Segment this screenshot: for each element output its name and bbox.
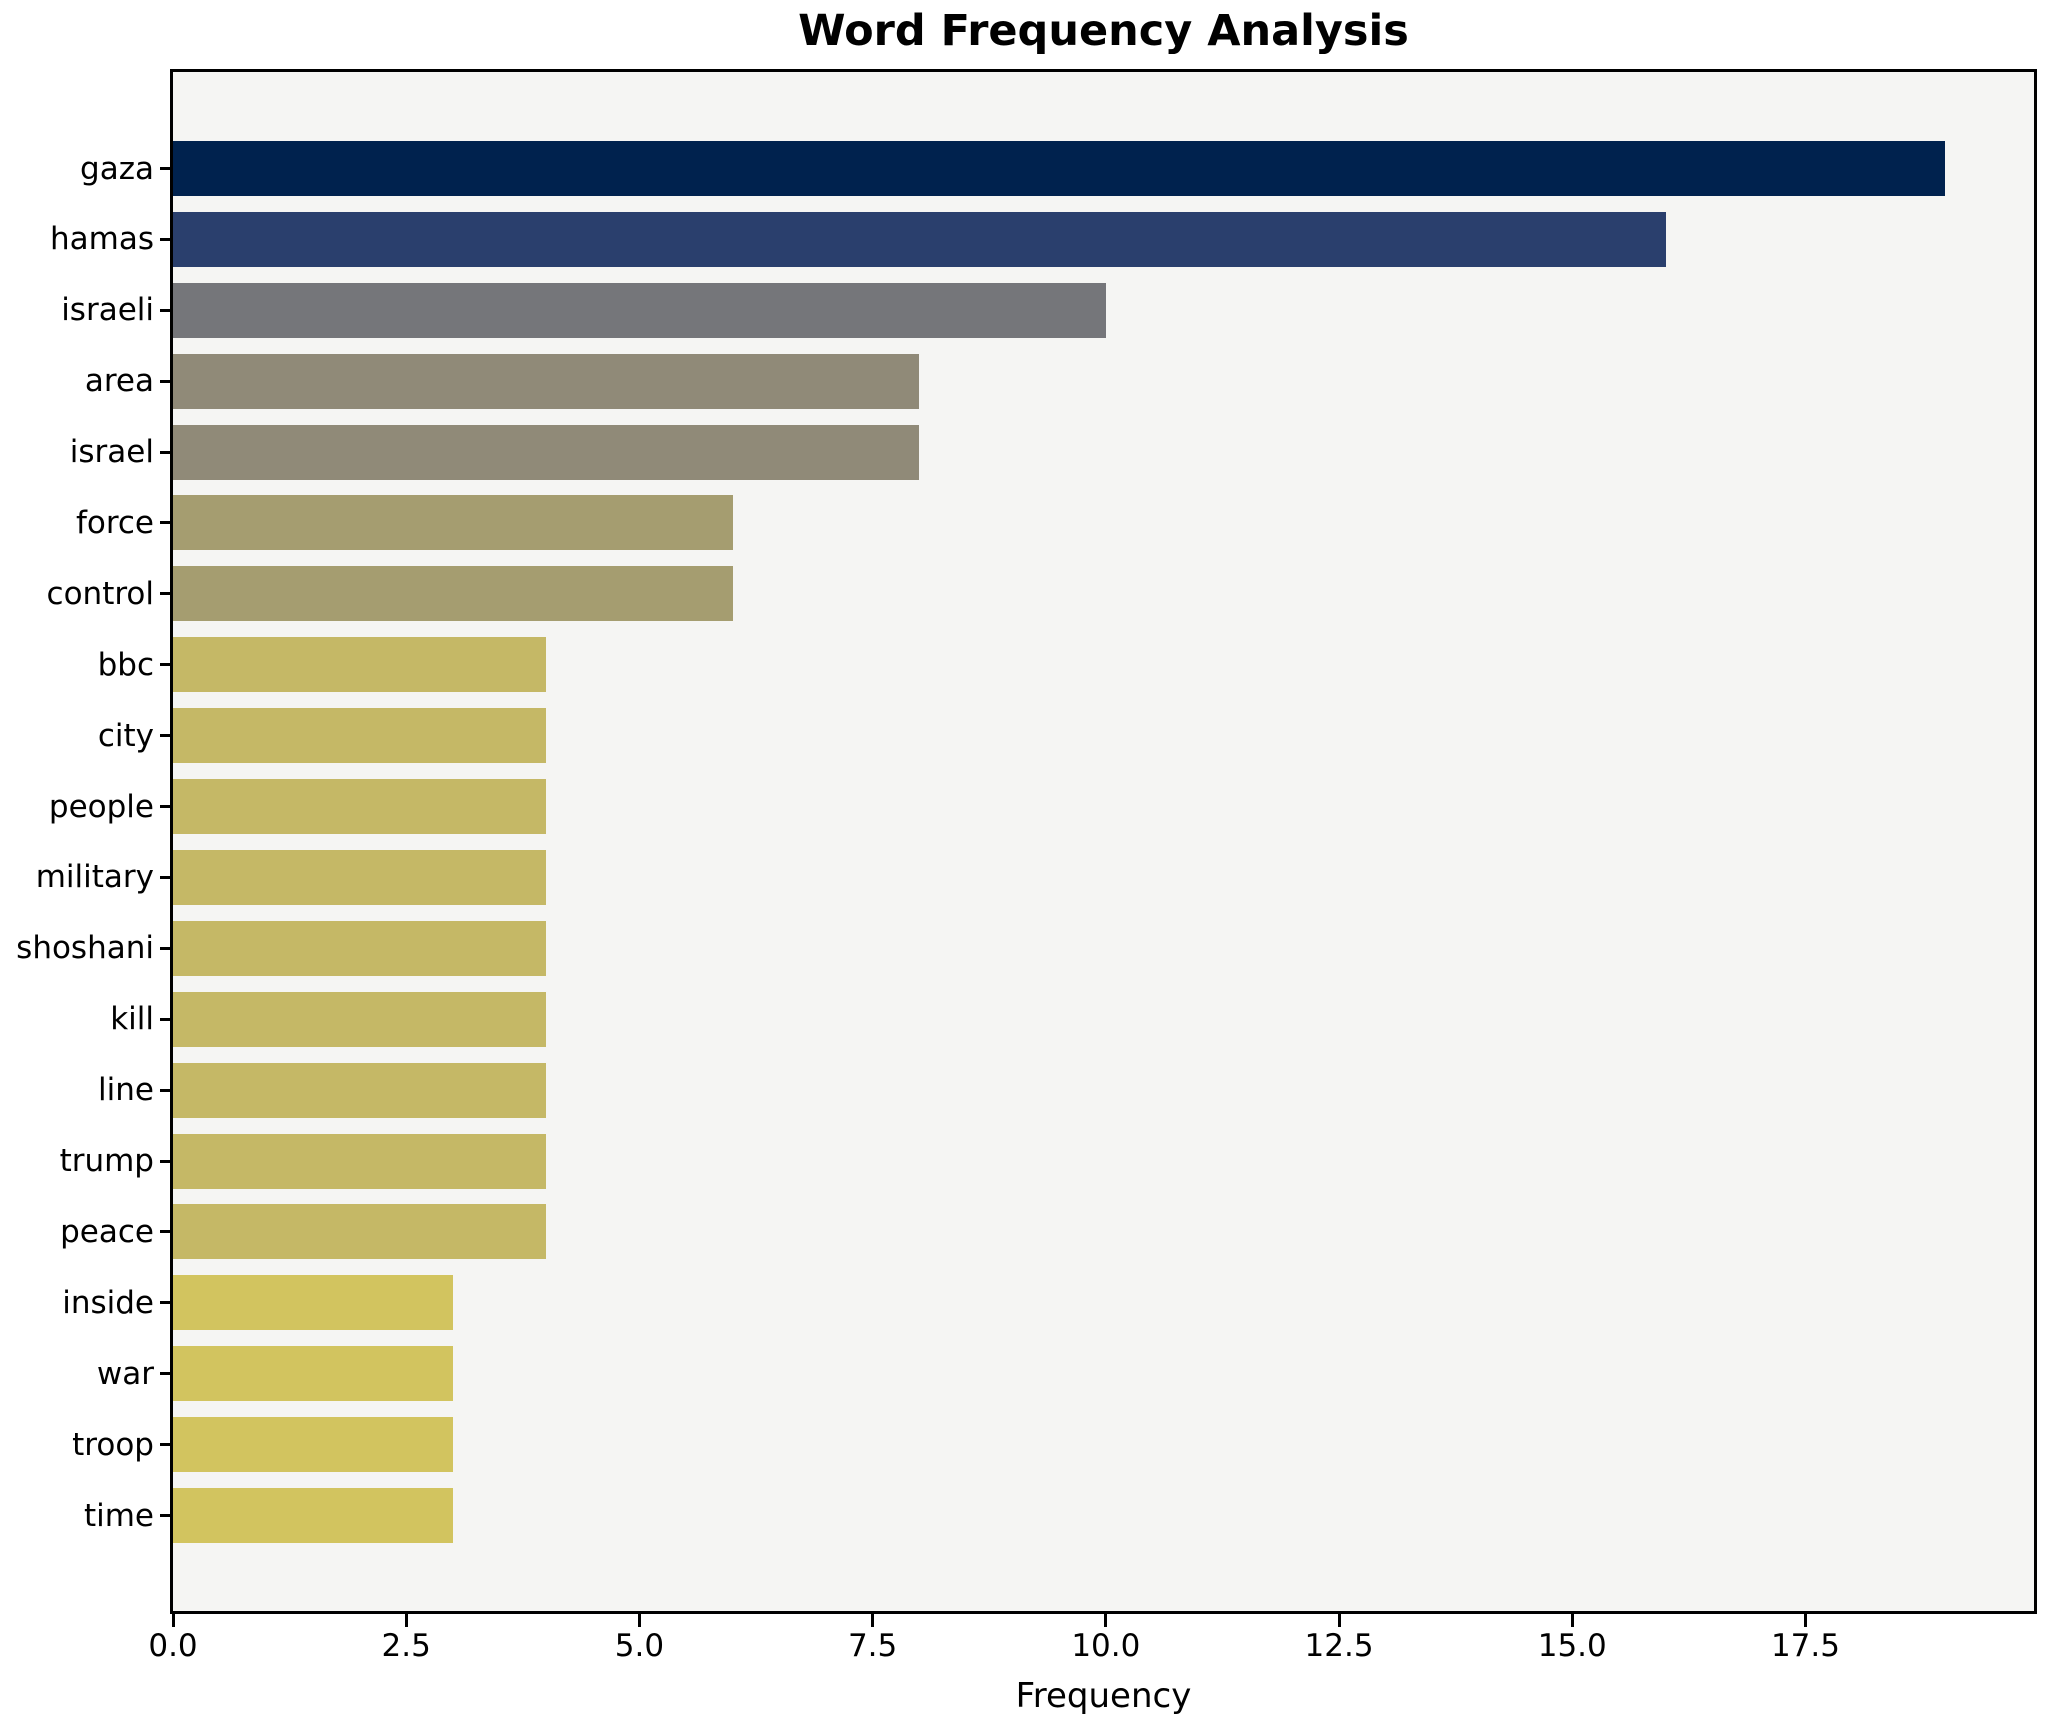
y-tick-label-kill: kill bbox=[110, 1001, 154, 1038]
bar-area bbox=[173, 353, 919, 409]
x-tick-mark bbox=[1104, 1614, 1108, 1627]
y-tick-label-inside: inside bbox=[62, 1284, 154, 1321]
y-tick-mark bbox=[160, 1230, 173, 1234]
y-tick-mark bbox=[160, 1372, 173, 1376]
bar-israeli bbox=[173, 282, 1106, 338]
x-tick-label-17.5: 17.5 bbox=[1770, 1628, 1840, 1664]
y-tick-mark bbox=[160, 167, 173, 170]
y-tick-mark bbox=[160, 1301, 173, 1305]
y-tick-label-hamas: hamas bbox=[50, 221, 154, 258]
y-tick-label-line: line bbox=[98, 1072, 154, 1109]
chart-title: Word Frequency Analysis bbox=[798, 6, 1409, 56]
x-tick-label-0.0: 0.0 bbox=[148, 1628, 198, 1664]
x-tick-mark bbox=[1570, 1614, 1574, 1627]
y-tick-label-time: time bbox=[83, 1497, 154, 1534]
y-tick-mark bbox=[160, 805, 173, 809]
y-tick-mark bbox=[160, 450, 173, 454]
bar-peace bbox=[173, 1204, 546, 1260]
x-tick-label-2.5: 2.5 bbox=[381, 1628, 431, 1664]
bar-kill bbox=[173, 991, 546, 1047]
x-tick-label-12.5: 12.5 bbox=[1304, 1628, 1374, 1664]
y-tick-label-military: military bbox=[35, 859, 154, 896]
y-tick-label-force: force bbox=[75, 504, 154, 541]
y-tick-mark bbox=[160, 592, 173, 596]
y-tick-label-control: control bbox=[46, 575, 154, 612]
bar-troop bbox=[173, 1417, 453, 1473]
y-tick-label-peace: peace bbox=[60, 1213, 154, 1250]
x-tick-label-10.0: 10.0 bbox=[1071, 1628, 1141, 1664]
y-tick-mark bbox=[160, 308, 173, 312]
x-tick-label-7.5: 7.5 bbox=[847, 1628, 898, 1664]
bar-inside bbox=[173, 1275, 453, 1331]
y-tick-label-war: war bbox=[96, 1355, 154, 1392]
bar-military bbox=[173, 849, 546, 905]
y-tick-mark bbox=[160, 1443, 173, 1447]
plot-area bbox=[170, 69, 2037, 1614]
bar-war bbox=[173, 1346, 453, 1402]
y-tick-label-israel: israel bbox=[69, 434, 154, 471]
y-tick-label-gaza: gaza bbox=[80, 150, 154, 187]
x-tick-mark bbox=[1337, 1614, 1341, 1627]
y-tick-mark bbox=[160, 237, 173, 241]
y-tick-mark bbox=[160, 1514, 173, 1517]
bar-force bbox=[173, 495, 733, 551]
y-tick-mark bbox=[160, 521, 173, 525]
bar-gaza bbox=[173, 141, 1945, 196]
x-tick-label-5.0: 5.0 bbox=[614, 1628, 665, 1664]
x-tick-label-15.0: 15.0 bbox=[1537, 1628, 1607, 1664]
bar-control bbox=[173, 566, 733, 622]
bar-line bbox=[173, 1062, 546, 1118]
bar-city bbox=[173, 708, 546, 764]
x-tick-mark bbox=[637, 1614, 641, 1627]
y-tick-mark bbox=[160, 379, 173, 383]
bar-hamas bbox=[173, 211, 1666, 267]
bar-shoshani bbox=[173, 920, 546, 976]
x-axis-label: Frequency bbox=[1015, 1676, 1192, 1716]
bar-bbc bbox=[173, 637, 546, 693]
x-tick-mark bbox=[404, 1614, 408, 1627]
y-tick-mark bbox=[160, 734, 173, 738]
y-tick-label-trump: trump bbox=[59, 1143, 154, 1180]
y-tick-label-troop: troop bbox=[72, 1426, 154, 1463]
y-tick-label-people: people bbox=[48, 788, 154, 825]
bar-people bbox=[173, 779, 546, 835]
y-tick-mark bbox=[160, 1088, 173, 1092]
y-tick-label-israeli: israeli bbox=[61, 292, 154, 329]
y-tick-mark bbox=[160, 1017, 173, 1021]
y-tick-label-shoshani: shoshani bbox=[16, 930, 154, 967]
bar-time bbox=[173, 1488, 453, 1543]
y-tick-mark bbox=[160, 946, 173, 950]
bar-trump bbox=[173, 1133, 546, 1189]
x-tick-mark bbox=[871, 1614, 875, 1627]
x-tick-mark bbox=[1803, 1614, 1807, 1627]
y-tick-mark bbox=[160, 1159, 173, 1163]
y-tick-label-area: area bbox=[84, 363, 154, 400]
y-tick-mark bbox=[160, 875, 173, 879]
x-tick-mark bbox=[171, 1614, 175, 1627]
y-tick-label-city: city bbox=[97, 717, 154, 754]
y-tick-label-bbc: bbc bbox=[97, 646, 154, 683]
y-tick-mark bbox=[160, 663, 173, 667]
bar-israel bbox=[173, 424, 919, 480]
